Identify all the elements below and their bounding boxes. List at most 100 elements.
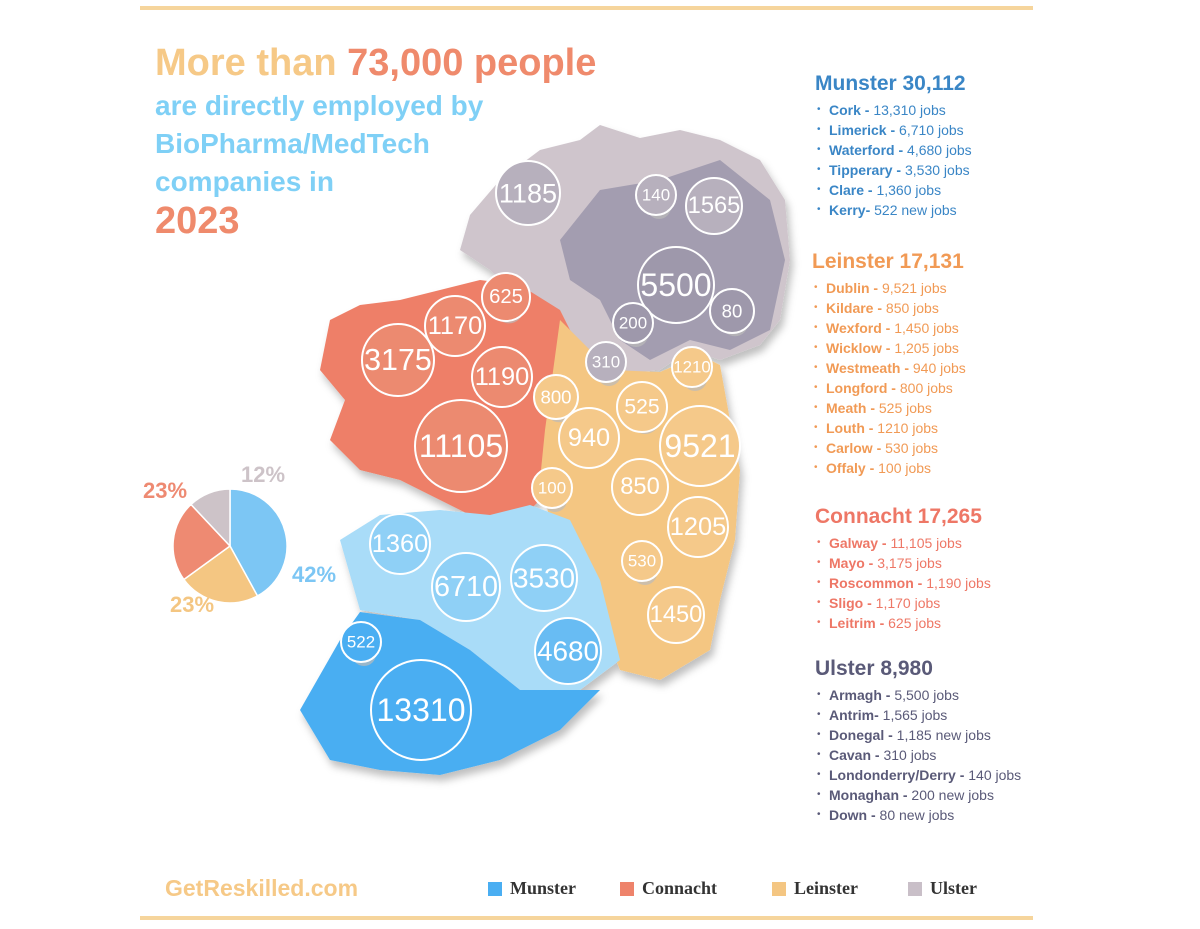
legend-item: Munster <box>488 878 576 899</box>
bubble-label: 522 <box>347 633 375 652</box>
county-jobs: 9,521 jobs <box>878 280 947 296</box>
county-bubble: 940 <box>558 407 620 469</box>
county-bubble: 310 <box>585 341 627 386</box>
pie-slice-munster <box>229 488 288 597</box>
headline-line1: More than 73,000 people <box>155 42 596 85</box>
bubble-circle <box>531 467 573 509</box>
site-footer[interactable]: GetReskilled.com <box>165 875 359 901</box>
county-jobs: 530 jobs <box>881 440 939 456</box>
county-jobs: 3,530 jobs <box>901 162 970 178</box>
county-bubble: 11105 <box>414 399 508 493</box>
county-item: Roscommon - 1,190 jobs <box>817 573 991 593</box>
county-item: Donegal - 1,185 new jobs <box>817 725 1021 745</box>
bubble-circle <box>709 288 755 334</box>
county-list: Dublin - 9,521 jobsKildare - 850 jobsWex… <box>812 278 966 478</box>
bubble-label: 200 <box>619 314 647 333</box>
county-bubble: 9521 <box>659 405 741 487</box>
headline-line3: BioPharma/MedTech <box>155 128 430 159</box>
pie-label-connacht: 23% <box>143 478 188 503</box>
bubble-circle <box>558 407 620 469</box>
county-name: Carlow - <box>826 440 882 456</box>
bubble-circle <box>370 659 472 761</box>
bubble-circle <box>637 246 715 324</box>
county-name: Kildare - <box>826 300 883 316</box>
county-bubble: 525 <box>616 381 668 434</box>
county-item: Antrim- 1,565 jobs <box>817 705 1021 725</box>
county-item: Wicklow - 1,205 jobs <box>814 338 966 358</box>
county-bubble: 1205 <box>667 496 729 558</box>
legend-label: Connacht <box>642 878 718 898</box>
county-name: Monaghan - <box>829 787 908 803</box>
pie-label-munster: 42% <box>292 562 337 587</box>
county-item: Sligo - 1,170 jobs <box>817 593 991 613</box>
county-item: Longford - 800 jobs <box>814 378 966 398</box>
bubble-circle <box>481 272 531 322</box>
bubble-circle <box>533 374 579 420</box>
county-name: Mayo - <box>829 555 874 571</box>
county-jobs: 3,175 jobs <box>873 555 942 571</box>
county-jobs: 100 jobs <box>874 460 932 476</box>
county-bubble: 1565 <box>685 177 743 235</box>
bubble-label: 11105 <box>419 428 503 464</box>
headline-year: 2023 <box>155 200 240 242</box>
bubble-label: 1190 <box>475 363 530 391</box>
legend-label: Ulster <box>930 878 977 898</box>
bubble-circle <box>635 174 677 216</box>
bubble-circle <box>510 544 578 612</box>
county-bubble: 1170 <box>424 295 486 357</box>
bubble-layer: 1185 140 1565 5500 80 200 310 1210 625 1170 3175 11… <box>340 160 755 761</box>
county-item: Louth - 1210 jobs <box>814 418 966 438</box>
county-item: Dublin - 9,521 jobs <box>814 278 966 298</box>
county-jobs: 1,360 jobs <box>872 182 942 198</box>
county-name: Dublin - <box>826 280 879 296</box>
bubble-circle <box>667 496 729 558</box>
bubble-circle <box>612 302 654 344</box>
county-bubble: 850 <box>611 458 669 516</box>
county-item: Leitrim - 625 jobs <box>817 613 991 633</box>
legend-label: Leinster <box>794 878 858 898</box>
province-title: Munster 30,112 <box>815 72 966 95</box>
legend-item: Connacht <box>620 878 717 899</box>
bubble-label: 1185 <box>499 178 557 209</box>
county-item: Cork - 13,310 jobs <box>817 100 972 120</box>
county-item: Tipperary - 3,530 jobs <box>817 160 972 180</box>
county-jobs: 625 jobs <box>884 615 942 631</box>
bubble-circle <box>431 552 501 622</box>
county-bubble: 1210 <box>671 346 713 391</box>
county-bubble: 4680 <box>534 617 602 685</box>
county-bubble: 3175 <box>361 323 435 397</box>
bubble-label: 1360 <box>372 530 428 558</box>
county-item: Londonderry/Derry - 140 jobs <box>817 765 1022 785</box>
county-jobs: 940 jobs <box>908 360 966 376</box>
county-name: Kerry- <box>829 202 871 218</box>
county-item: Westmeath - 940 jobs <box>814 358 966 378</box>
county-bubble: 625 <box>481 272 531 324</box>
county-bubble: 1185 <box>495 160 561 226</box>
county-name: Offaly - <box>826 460 875 476</box>
county-name: Cavan - <box>829 747 880 763</box>
county-jobs: 11,105 jobs <box>886 535 962 551</box>
pie-label-ulster: 12% <box>241 462 286 487</box>
bubble-label: 100 <box>538 479 566 498</box>
bubble-circle <box>369 513 431 575</box>
county-jobs: 140 jobs <box>964 767 1022 783</box>
legend-swatch <box>620 881 634 896</box>
bubble-label: 6710 <box>434 571 498 603</box>
bubble-label: 625 <box>489 286 523 308</box>
county-name: Waterford - <box>829 142 904 158</box>
legend-item: Leinster <box>772 878 858 899</box>
county-name: Leitrim - <box>829 615 885 631</box>
province-section: Ulster 8,980Armagh - 5,500 jobsAntrim- 1… <box>815 657 1021 825</box>
county-list: Galway - 11,105 jobsMayo - 3,175 jobsRos… <box>815 533 991 633</box>
county-name: Armagh - <box>829 687 891 703</box>
bubble-circle <box>611 458 669 516</box>
county-jobs: 525 jobs <box>875 400 932 416</box>
bubble-circle <box>414 399 508 493</box>
county-jobs: 1,170 jobs <box>871 595 941 611</box>
bubble-circle <box>471 346 533 408</box>
legend-swatch <box>908 881 922 896</box>
bubble-circle <box>659 405 741 487</box>
legend-label: Munster <box>510 878 576 898</box>
bottom-divider <box>140 916 1033 920</box>
